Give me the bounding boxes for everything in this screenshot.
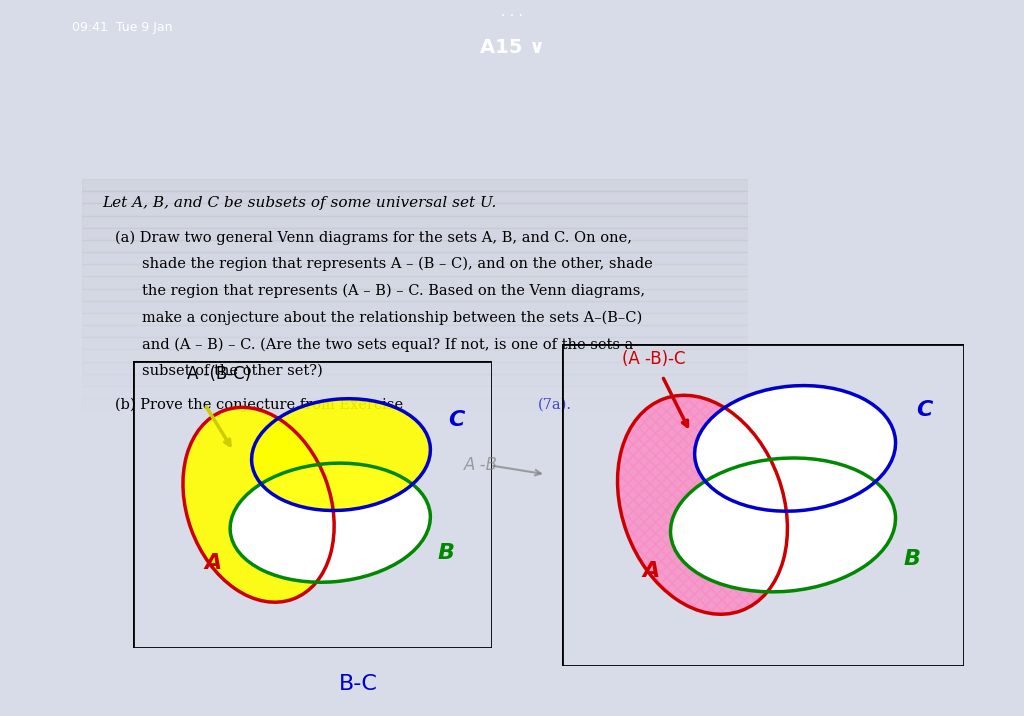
- Bar: [82, 203, 748, 216]
- Bar: [82, 386, 748, 398]
- Text: B: B: [904, 549, 921, 569]
- Text: (b) Prove the conjecture from Exercise: (b) Prove the conjecture from Exercise: [115, 398, 408, 412]
- Bar: [82, 374, 748, 386]
- Bar: [82, 301, 748, 313]
- Text: · · ·: · · ·: [501, 9, 523, 23]
- Text: the region that represents (A – B) – C. Based on the Venn diagrams,: the region that represents (A – B) – C. …: [141, 284, 645, 298]
- Ellipse shape: [617, 395, 787, 614]
- Text: C: C: [915, 400, 932, 420]
- Bar: [133, 362, 492, 648]
- Text: (7a).: (7a).: [538, 398, 571, 412]
- Bar: [82, 349, 748, 362]
- Text: B: B: [438, 543, 455, 563]
- Bar: [82, 276, 748, 289]
- Bar: [82, 410, 748, 422]
- Text: A: A: [205, 553, 222, 574]
- Bar: [82, 252, 748, 264]
- Text: make a conjecture about the relationship between the sets A–(B–C): make a conjecture about the relationship…: [141, 311, 642, 325]
- Bar: [82, 191, 748, 203]
- Bar: [82, 240, 748, 252]
- Bar: [82, 264, 748, 276]
- Text: B-C: B-C: [339, 674, 378, 694]
- Ellipse shape: [230, 463, 430, 582]
- Bar: [82, 228, 748, 240]
- Bar: [82, 289, 748, 301]
- Bar: [82, 362, 748, 374]
- Bar: [82, 179, 748, 191]
- Bar: [82, 216, 748, 228]
- Text: A15 ∨: A15 ∨: [479, 38, 545, 57]
- Bar: [82, 313, 748, 325]
- Ellipse shape: [183, 407, 334, 602]
- Text: (a) Draw two general Venn diagrams for the sets A, B, and C. On one,: (a) Draw two general Venn diagrams for t…: [115, 230, 632, 244]
- Ellipse shape: [694, 386, 896, 511]
- Bar: [82, 398, 748, 410]
- Text: C: C: [449, 410, 465, 430]
- Text: A -B: A -B: [464, 456, 499, 475]
- Ellipse shape: [252, 399, 430, 511]
- Text: subset of the other set?): subset of the other set?): [141, 364, 323, 378]
- Text: (A -B)-C: (A -B)-C: [622, 350, 685, 368]
- Bar: [561, 344, 965, 666]
- Text: Let A, B, and C be subsets of some universal set U.: Let A, B, and C be subsets of some unive…: [102, 196, 497, 210]
- Text: shade the region that represents A – (B – C), and on the other, shade: shade the region that represents A – (B …: [141, 257, 652, 271]
- Text: A: A: [642, 561, 659, 581]
- Bar: [82, 337, 748, 349]
- Text: A -(B-C): A -(B-C): [186, 365, 251, 383]
- Bar: [82, 325, 748, 337]
- Text: 09:41  Tue 9 Jan: 09:41 Tue 9 Jan: [72, 21, 172, 34]
- Ellipse shape: [671, 458, 896, 592]
- Text: and (A – B) – C. (Are the two sets equal? If not, is one of the sets a: and (A – B) – C. (Are the two sets equal…: [141, 337, 633, 352]
